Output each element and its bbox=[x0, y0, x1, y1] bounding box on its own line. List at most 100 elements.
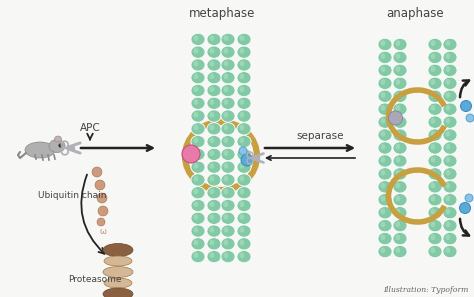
Ellipse shape bbox=[210, 201, 214, 207]
Ellipse shape bbox=[393, 38, 407, 50]
Circle shape bbox=[97, 193, 107, 203]
Ellipse shape bbox=[395, 247, 401, 253]
Ellipse shape bbox=[207, 84, 221, 97]
Ellipse shape bbox=[393, 90, 407, 102]
Ellipse shape bbox=[446, 66, 450, 72]
Ellipse shape bbox=[446, 195, 450, 201]
Circle shape bbox=[182, 145, 200, 163]
Ellipse shape bbox=[237, 59, 251, 71]
Circle shape bbox=[239, 147, 247, 155]
Ellipse shape bbox=[221, 161, 235, 173]
Ellipse shape bbox=[104, 278, 132, 288]
Ellipse shape bbox=[191, 174, 205, 186]
Ellipse shape bbox=[381, 105, 385, 111]
Ellipse shape bbox=[430, 183, 435, 188]
Ellipse shape bbox=[239, 150, 245, 156]
Ellipse shape bbox=[221, 110, 235, 122]
Ellipse shape bbox=[237, 161, 251, 173]
Ellipse shape bbox=[239, 86, 245, 92]
Ellipse shape bbox=[237, 59, 251, 71]
Ellipse shape bbox=[428, 51, 442, 64]
Ellipse shape bbox=[191, 59, 205, 71]
Ellipse shape bbox=[378, 116, 392, 128]
Ellipse shape bbox=[210, 138, 214, 143]
Ellipse shape bbox=[237, 212, 251, 224]
Ellipse shape bbox=[207, 97, 221, 109]
Ellipse shape bbox=[395, 234, 401, 240]
Ellipse shape bbox=[428, 206, 442, 219]
Ellipse shape bbox=[207, 199, 221, 211]
Ellipse shape bbox=[237, 238, 251, 250]
Ellipse shape bbox=[223, 176, 228, 181]
Ellipse shape bbox=[378, 233, 392, 245]
Ellipse shape bbox=[430, 157, 435, 162]
Ellipse shape bbox=[237, 238, 251, 250]
Ellipse shape bbox=[381, 53, 385, 59]
Ellipse shape bbox=[210, 150, 214, 156]
Ellipse shape bbox=[428, 155, 442, 167]
Ellipse shape bbox=[381, 118, 385, 124]
Ellipse shape bbox=[223, 240, 228, 245]
Ellipse shape bbox=[378, 64, 392, 77]
Ellipse shape bbox=[239, 163, 245, 169]
Ellipse shape bbox=[191, 72, 205, 84]
Ellipse shape bbox=[223, 125, 228, 130]
Ellipse shape bbox=[193, 227, 198, 233]
Ellipse shape bbox=[239, 252, 245, 258]
Ellipse shape bbox=[193, 138, 198, 143]
Ellipse shape bbox=[191, 238, 205, 250]
Ellipse shape bbox=[223, 74, 228, 79]
Ellipse shape bbox=[210, 35, 214, 41]
Ellipse shape bbox=[207, 110, 221, 122]
Ellipse shape bbox=[239, 176, 245, 181]
Ellipse shape bbox=[207, 199, 221, 211]
Ellipse shape bbox=[393, 103, 407, 115]
Ellipse shape bbox=[378, 245, 392, 258]
Ellipse shape bbox=[237, 123, 251, 135]
Ellipse shape bbox=[207, 187, 221, 199]
Ellipse shape bbox=[193, 125, 198, 130]
Ellipse shape bbox=[193, 240, 198, 245]
Ellipse shape bbox=[381, 79, 385, 85]
Ellipse shape bbox=[49, 140, 65, 152]
Ellipse shape bbox=[378, 181, 392, 193]
Point bbox=[253, 156, 261, 160]
Ellipse shape bbox=[193, 138, 198, 143]
Ellipse shape bbox=[430, 222, 435, 227]
Ellipse shape bbox=[191, 187, 205, 199]
Ellipse shape bbox=[239, 214, 245, 220]
Ellipse shape bbox=[193, 112, 198, 118]
Ellipse shape bbox=[207, 148, 221, 160]
Ellipse shape bbox=[207, 238, 221, 250]
Ellipse shape bbox=[223, 35, 228, 41]
Ellipse shape bbox=[221, 238, 235, 250]
Text: ω: ω bbox=[100, 228, 107, 236]
Ellipse shape bbox=[207, 187, 221, 199]
Ellipse shape bbox=[191, 187, 205, 199]
Ellipse shape bbox=[428, 194, 442, 206]
Ellipse shape bbox=[395, 144, 401, 150]
Ellipse shape bbox=[191, 135, 205, 148]
Ellipse shape bbox=[210, 48, 214, 54]
Ellipse shape bbox=[428, 129, 442, 141]
Ellipse shape bbox=[210, 214, 214, 220]
Ellipse shape bbox=[207, 251, 221, 263]
Ellipse shape bbox=[210, 99, 214, 105]
Ellipse shape bbox=[193, 176, 198, 181]
Ellipse shape bbox=[393, 168, 407, 180]
Ellipse shape bbox=[221, 199, 235, 211]
Ellipse shape bbox=[193, 150, 198, 156]
Ellipse shape bbox=[191, 251, 205, 263]
Ellipse shape bbox=[221, 46, 235, 58]
Ellipse shape bbox=[210, 176, 214, 181]
Ellipse shape bbox=[193, 252, 198, 258]
Ellipse shape bbox=[237, 135, 251, 148]
Circle shape bbox=[459, 203, 471, 214]
Ellipse shape bbox=[25, 142, 55, 158]
Ellipse shape bbox=[428, 90, 442, 102]
Ellipse shape bbox=[210, 214, 214, 220]
Ellipse shape bbox=[207, 33, 221, 45]
Ellipse shape bbox=[395, 157, 401, 162]
Ellipse shape bbox=[221, 212, 235, 224]
Ellipse shape bbox=[193, 61, 198, 67]
